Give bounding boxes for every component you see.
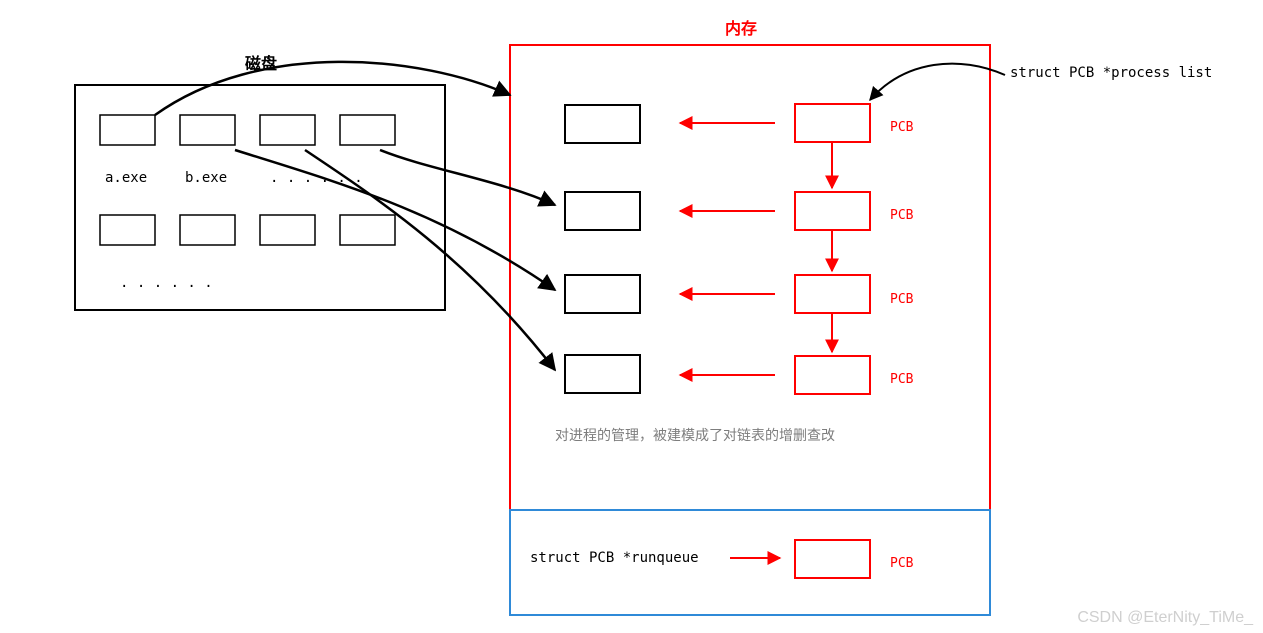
watermark: CSDN @EterNity_TiMe_ [1077, 609, 1253, 627]
diagram-text: PCB [890, 120, 913, 135]
memory-title: 内存 [725, 15, 757, 39]
runqueue-label: struct PCB *runqueue [530, 550, 699, 566]
diagram-text: . . . . . . [270, 170, 363, 186]
diagram-text: b.exe [185, 170, 227, 186]
diagram-text: a.exe [105, 170, 147, 186]
diagram-text: PCB [890, 208, 913, 223]
diagram-canvas [0, 0, 1263, 633]
process-list-label: struct PCB *process list [1010, 65, 1212, 81]
diagram-text: PCB [890, 292, 913, 307]
disk-title: 磁盘 [245, 50, 277, 74]
diagram-text: PCB [890, 556, 913, 571]
diagram-text: . . . . . . [120, 275, 213, 291]
diagram-text: PCB [890, 372, 913, 387]
note-text: 对进程的管理，被建模成了对链表的增删查改 [555, 425, 835, 445]
